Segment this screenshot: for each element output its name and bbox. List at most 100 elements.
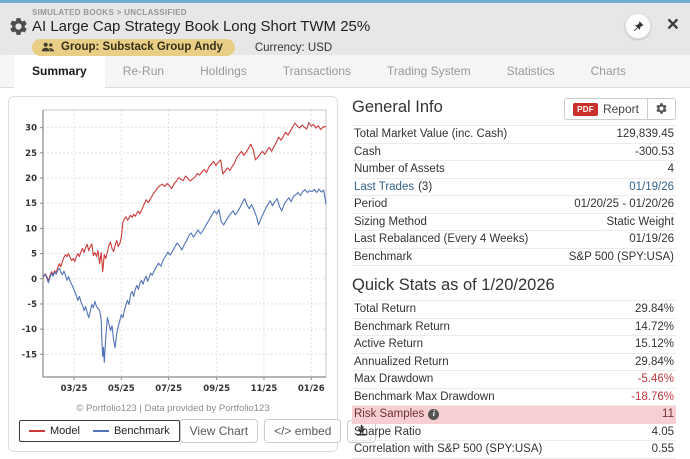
row-label-text: Sharpe Ratio [354,425,422,438]
close-icon[interactable]: × [666,13,679,36]
svg-text:03/25: 03/25 [61,384,88,394]
page-title: AI Large Cap Strategy Book Long Short TW… [32,18,371,35]
quick-stats-table: Total Return 29.84% Benchmark Return 14.72%… [352,300,676,459]
row-label: Sharpe Ratio [354,426,421,439]
embed-button[interactable]: </> embed [264,419,342,443]
general-info-row: Last Rebalanced (Every 4 Weeks) 01/19/26 [352,231,676,249]
row-label-text: Sizing Method [354,215,427,228]
legend-item-model: Model [29,425,80,437]
svg-text:5: 5 [31,250,37,260]
legend-label: Benchmark [113,425,170,437]
quick-stats-row: Benchmark Return 14.72% [352,319,676,336]
row-label: Active Return [354,338,423,351]
row-label: Benchmark Max Drawdown [354,391,495,404]
info-icon[interactable]: i [428,408,440,420]
tab-re-run[interactable]: Re-Run [122,64,165,78]
general-info-row: Total Market Value (inc. Cash) 129,839.45 [352,126,676,144]
view-chart-button[interactable]: View Chart [179,419,259,443]
row-value[interactable]: 01/19/26 [629,180,674,193]
row-value: 01/19/26 [629,233,674,245]
report-label: Report [602,102,639,116]
row-label: Benchmark Return [354,321,450,334]
row-label: Number of Assets [354,163,445,176]
general-info-row: Benchmark S&P 500 (SPY:USA) [352,249,676,266]
row-label: Max Drawdown [354,373,433,386]
row-value: 4.05 [651,425,674,438]
tab-charts[interactable]: Charts [590,64,626,78]
row-value: 4 [667,163,674,175]
svg-text:-5: -5 [28,300,38,310]
row-label: Period [354,198,387,211]
row-label-text: Benchmark [354,250,413,263]
row-label: Correlation with S&P 500 (SPY:USA) [354,443,542,456]
row-value: 29.84% [634,303,674,315]
row-label-text: Annualized Return [354,355,449,368]
general-info-row: Sizing Method Static Weight [352,214,676,231]
row-label-link[interactable]: Last Trades [354,180,415,193]
row-value: -300.53 [634,145,674,158]
pin-icon [633,20,644,31]
row-label-text: Benchmark Max Drawdown [354,390,495,403]
quick-stats-row: Max Drawdown -5.46% [352,371,676,389]
svg-text:05/25: 05/25 [108,384,135,394]
svg-text:20: 20 [25,174,37,184]
tab-trading-system[interactable]: Trading System [387,64,471,78]
row-value: -18.76% [631,390,674,403]
quick-stats-row: Benchmark Max Drawdown -18.76% [352,389,676,406]
tab-summary[interactable]: Summary [14,55,105,88]
row-label-text: Cash [354,145,381,158]
report-settings-button[interactable] [648,98,676,120]
download-icon [356,424,368,435]
row-value: 01/20/25 - 01/20/26 [574,198,674,210]
general-info-table: Total Market Value (inc. Cash) 129,839.45… [352,125,676,266]
general-info-row: Period 01/20/25 - 01/20/26 [352,196,676,214]
row-label-text: Total Return [354,303,417,315]
legend-swatch [92,430,109,432]
meta-row: Group: Substack Group Andy Currency: USD [32,39,680,56]
settings-gear-icon[interactable] [8,16,29,37]
pdf-badge: PDF [573,102,598,116]
row-label-text: Benchmark Return [354,320,450,333]
tab-holdings[interactable]: Holdings [200,64,247,78]
row-label: Total Market Value (inc. Cash) [354,128,507,141]
row-value: 0.55 [651,443,674,455]
group-badge[interactable]: Group: Substack Group Andy [32,39,235,56]
row-label-text: Last Rebalanced (Every 4 Weeks) [354,233,529,245]
tab-transactions[interactable]: Transactions [282,64,352,78]
general-info-row: Number of Assets 4 [352,161,676,179]
svg-text:0: 0 [31,275,37,285]
svg-text:09/25: 09/25 [203,384,230,394]
series-model [42,122,327,282]
quick-stats-title: Quick Stats as of 1/20/2026 [352,276,555,294]
row-label-text: Number of Assets [354,163,445,175]
pdf-report-button[interactable]: PDF Report [564,98,648,120]
general-info-row: Cash -300.53 [352,144,676,161]
row-value: 11 [662,408,674,420]
performance-chart: 30 25 20 15 10 5 0 -5 -10 -15 03/25 05/25 07/25 09/25… [22,109,327,394]
row-value: 29.84% [634,355,674,368]
row-value: -5.46% [637,373,674,385]
pin-button[interactable] [625,13,651,39]
row-label-text: Total Market Value (inc. Cash) [354,128,508,140]
chart-footer: Model Benchmark View Chart </> embed [13,414,377,443]
quick-stats-row: Total Return 29.84% [352,301,676,319]
legend-swatch [29,430,45,432]
row-label-text: Max Drawdown [354,373,434,385]
row-label-text: Risk Samples [354,408,425,420]
row-label: Annualized Return [354,356,449,369]
quick-stats-row: Active Return 15.12% [352,336,676,354]
row-value: 15.12% [634,338,674,350]
svg-text:11/25: 11/25 [251,384,278,394]
svg-text:-15: -15 [22,350,37,360]
quick-stats-row: Annualized Return 29.84% [352,354,676,371]
chart-legend: Model Benchmark [19,420,180,442]
svg-text:30: 30 [25,124,37,134]
row-label: Benchmark [354,251,412,264]
row-label-text: (3) [418,180,433,193]
chart-caption: © Portfolio123 | Data provided by Portfo… [76,403,270,414]
row-value: 129,839.45 [616,128,674,140]
breadcrumb[interactable]: SIMULATED BOOKS > UNCLASSIFIED [32,8,187,17]
users-icon [41,42,55,51]
tab-statistics[interactable]: Statistics [506,64,555,78]
